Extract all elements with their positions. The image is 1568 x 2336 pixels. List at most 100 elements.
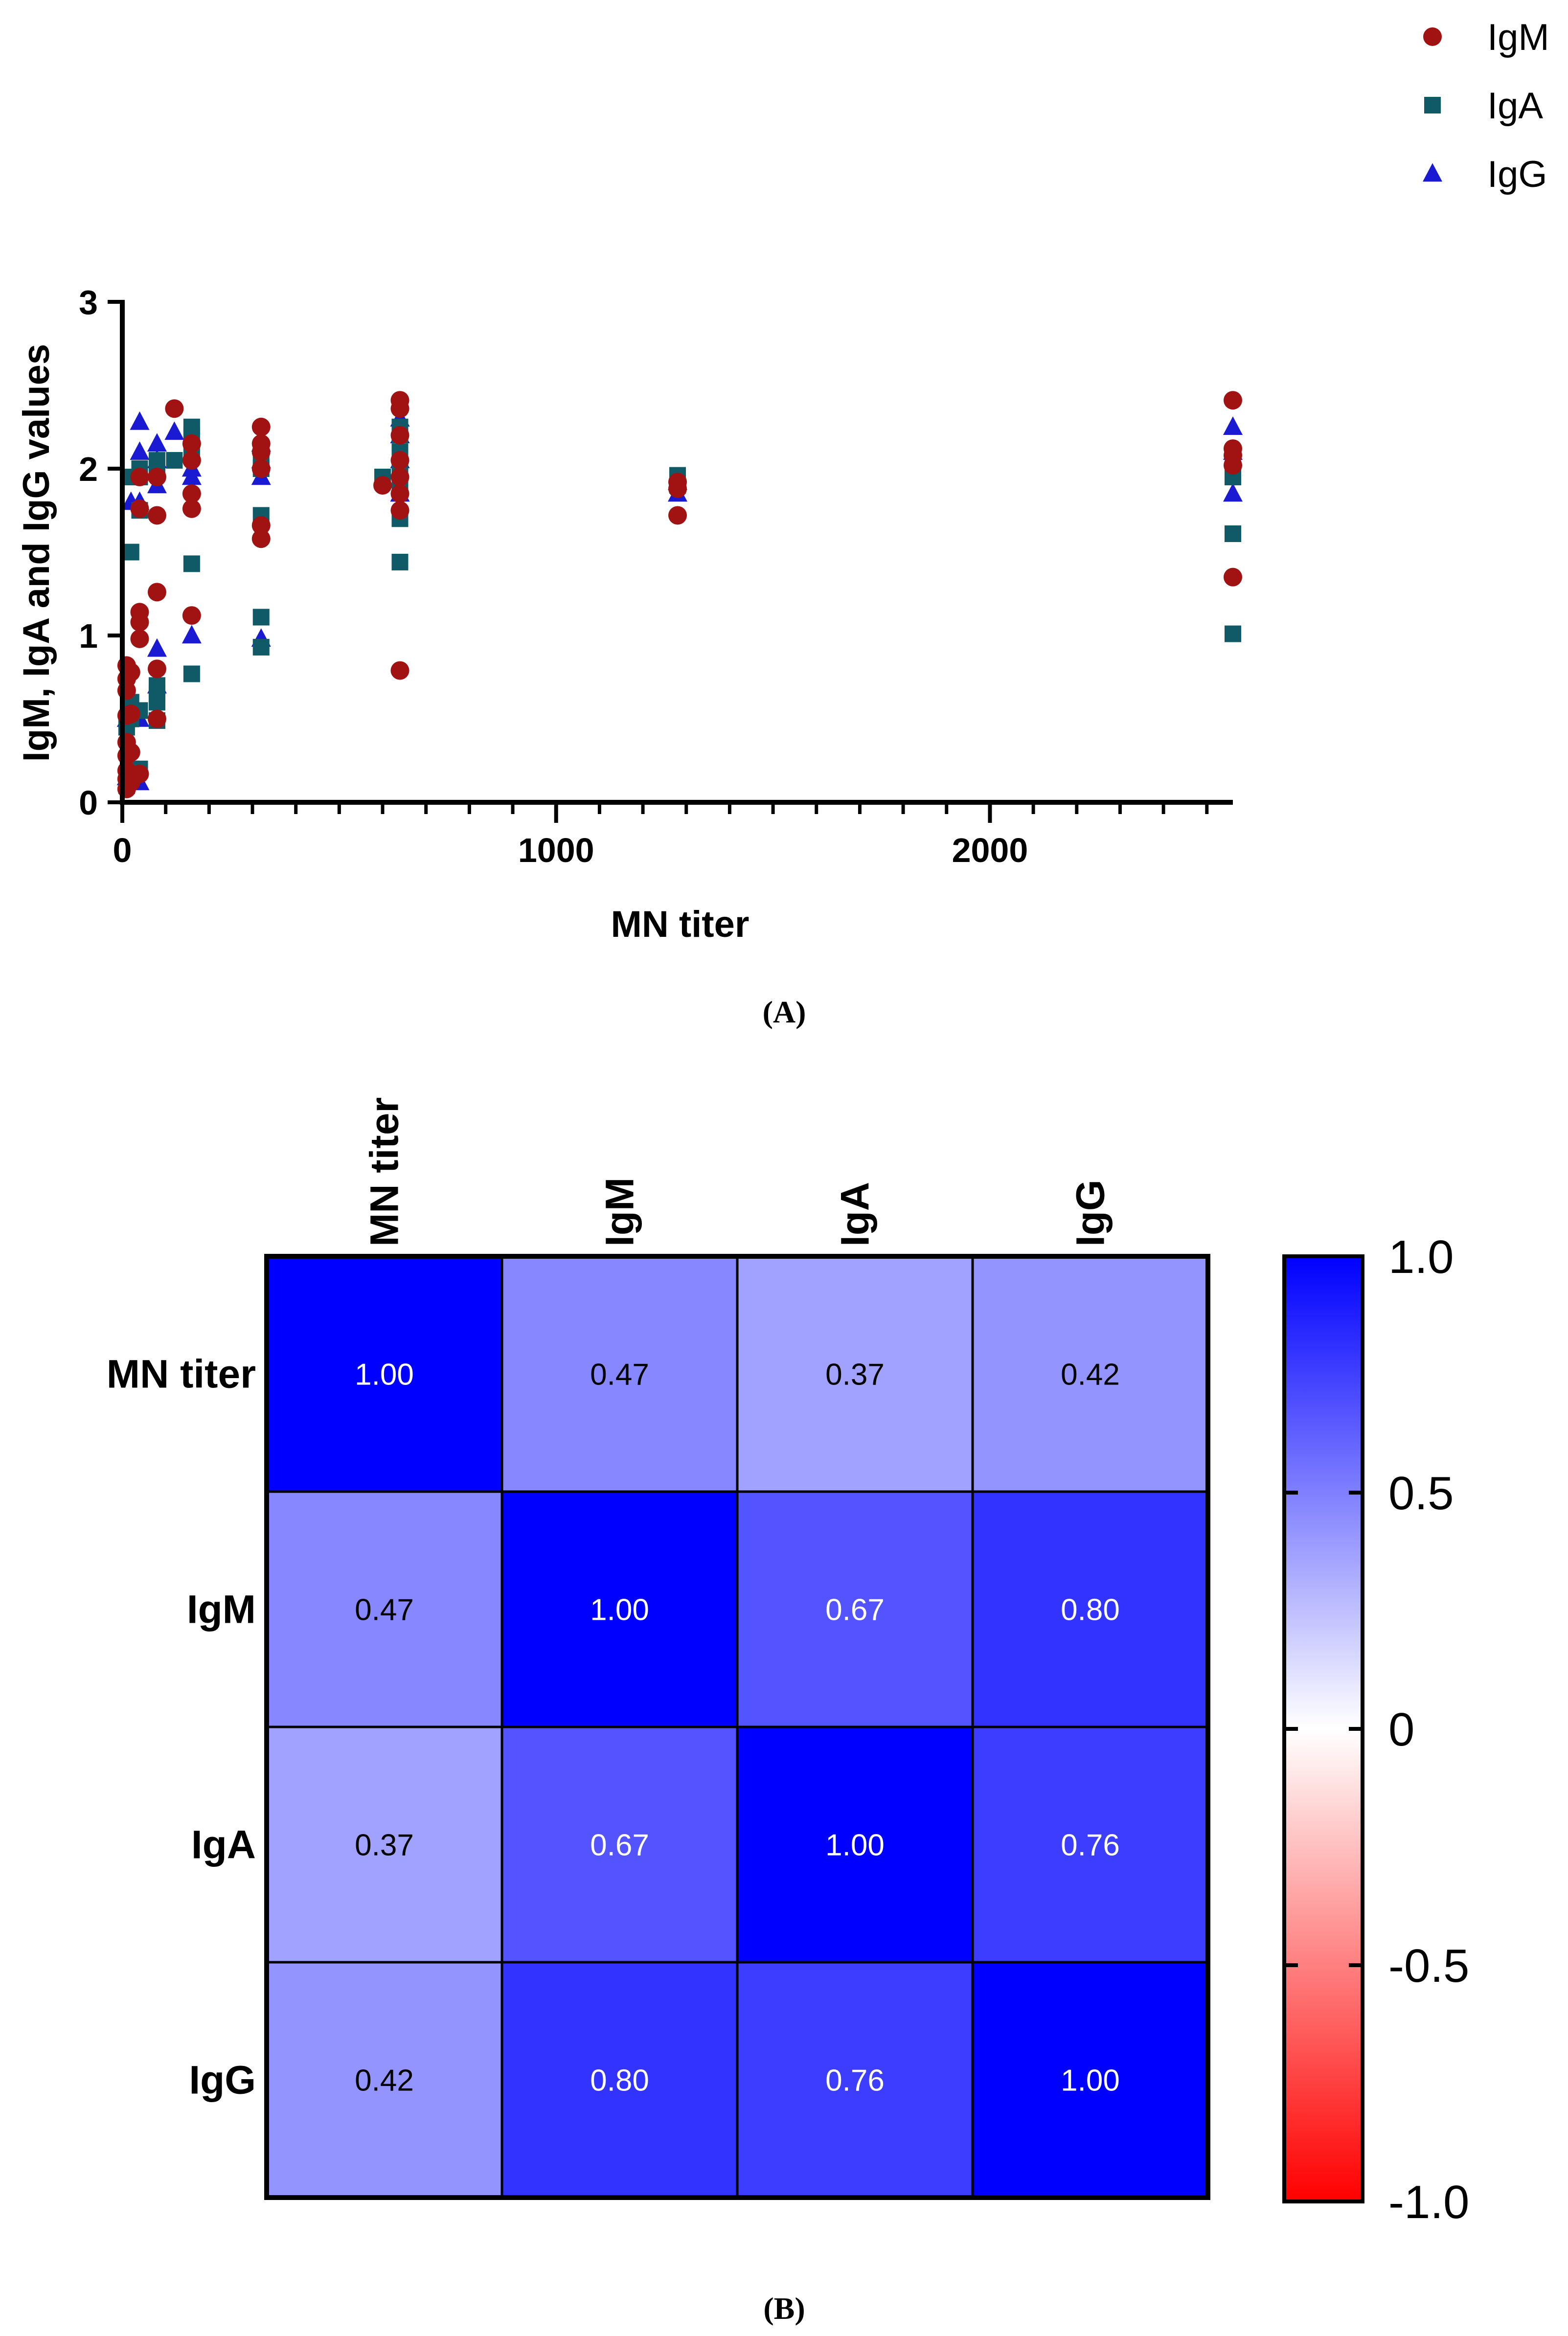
scatter-ticks: 0 1000 2000 0 1 2 3 [79, 283, 1209, 869]
heatmap-cell-value: 0.42 [355, 2064, 414, 2098]
iga-point [166, 452, 183, 469]
y-tick-label: 3 [79, 283, 98, 321]
heatmap-cells: 1.00 0.47 0.37 0.42 0.47 1.00 0.67 0.80 0.37 0.67… [264, 1254, 1210, 2200]
x-axis-label: MN titer [611, 904, 750, 945]
igm-point [182, 451, 201, 470]
iga-point [183, 418, 200, 435]
legend: IgM IgA IgG [1423, 17, 1549, 195]
colorbar-tick-label: 0 [1388, 1703, 1414, 1756]
igm-point [390, 451, 409, 470]
igg-point [130, 411, 150, 430]
igm-point [251, 529, 271, 548]
igm-point [147, 583, 166, 602]
scatter-axes [120, 300, 1233, 805]
scatter-chart: 0 1000 2000 0 1 2 3 MN titer IgM, IgA and IgG … [16, 17, 1549, 945]
heatmap-cell-value: 0.67 [825, 1593, 885, 1627]
colorbar-tick-label: 1.0 [1388, 1231, 1454, 1283]
column-label: IgG [1068, 1179, 1113, 1247]
y-tick-label: 1 [79, 617, 98, 655]
iga-point [391, 553, 409, 570]
igm-point [1224, 567, 1242, 587]
correlation-heatmap: 1.00 0.47 0.37 0.420.47 1.00 0.67 0.800.37 0.67… [107, 1097, 1470, 2228]
igm-point [182, 484, 201, 503]
igm-point [121, 704, 140, 724]
iga-point [1225, 625, 1241, 642]
heatmap-cell-value: 0.42 [1061, 1358, 1120, 1392]
igg-point [182, 625, 202, 644]
igm-point [390, 426, 409, 445]
column-label: IgM [598, 1178, 642, 1247]
heatmap-cell [500, 1725, 739, 1964]
y-tick-label: 2 [79, 450, 98, 488]
igg-point [147, 433, 167, 452]
igm-point [251, 417, 271, 436]
heatmap-cell [971, 1725, 1209, 1964]
legend-label-IgA: IgA [1487, 85, 1543, 127]
iga-point [252, 609, 270, 626]
heatmap-cell-value: 0.37 [825, 1358, 885, 1392]
igm-point [130, 468, 149, 487]
igg-point [1223, 416, 1243, 435]
heatmap-cell-value: 0.76 [1061, 1829, 1120, 1862]
igm-point [130, 629, 149, 648]
igm-point [390, 391, 409, 410]
igm-point [130, 499, 149, 518]
igm-point [182, 606, 201, 625]
heatmap-cell-value: 0.76 [825, 2064, 885, 2098]
scatter-points [116, 391, 1243, 798]
igm-point [373, 476, 392, 495]
series-IgG [116, 408, 1243, 791]
row-label: IgA [191, 1823, 256, 1867]
x-tick-label: 1000 [518, 831, 594, 869]
iga-point [148, 677, 165, 694]
igg-point [130, 441, 150, 460]
igm-point [668, 506, 687, 525]
heatmap-cell-value: 1.00 [1061, 2064, 1120, 2098]
heatmap-cell-value: 0.67 [590, 1829, 649, 1862]
heatmap-cell-value: 0.47 [590, 1358, 649, 1392]
y-axis-label: IgM, IgA and IgG values [16, 344, 57, 762]
heatmap-cell [500, 1255, 739, 1493]
panel-label-a: (A) [763, 995, 806, 1029]
igm-point [147, 709, 166, 728]
heatmap-cell-value: 1.00 [590, 1593, 649, 1627]
heatmap-cell [971, 1490, 1209, 1728]
igm-point [390, 501, 409, 520]
igm-point [147, 506, 166, 525]
igm-point [182, 434, 201, 453]
igm-point [130, 765, 149, 784]
heatmap-axis-labels: MN titer IgM IgA IgG MN titer IgM IgA IgG [107, 1097, 1113, 2103]
heatmap-cell [971, 1961, 1209, 2199]
colorbar-tick-label: -0.5 [1388, 1940, 1469, 1992]
heatmap-cell [736, 1725, 974, 1964]
series-IgM [117, 391, 1242, 798]
colorbar: 1.0 0.5 0 -0.5 -1.0 [1282, 1231, 1469, 2228]
heatmap-cell-value: 1.00 [825, 1829, 885, 1862]
iga-point [1225, 525, 1241, 542]
legend-label-IgM: IgM [1487, 17, 1549, 58]
igm-point [668, 473, 687, 492]
heatmap-cell [265, 1490, 503, 1728]
heatmap-cell-value: 0.80 [1061, 1593, 1120, 1627]
legend-marker-IgG [1423, 163, 1442, 182]
igm-point [121, 743, 140, 762]
igm-point [121, 663, 140, 682]
igg-point [164, 421, 184, 440]
heatmap-cell [500, 1961, 739, 2199]
igm-point [165, 399, 184, 418]
heatmap-border [264, 1254, 1210, 2200]
igm-point [130, 603, 149, 622]
x-tick-label: 2000 [952, 831, 1028, 869]
legend-marker-IgM [1423, 27, 1442, 46]
colorbar-tick-label: -1.0 [1388, 2176, 1469, 2228]
igm-point [390, 484, 409, 503]
iga-point [183, 555, 200, 572]
igm-point [390, 661, 409, 680]
heatmap-cell-value: 1.00 [355, 1358, 414, 1392]
row-label: MN titer [107, 1352, 256, 1397]
column-label: IgA [833, 1182, 878, 1247]
heatmap-cell-value: 0.80 [590, 2064, 649, 2098]
iga-point [148, 452, 165, 469]
igm-point [182, 499, 201, 518]
